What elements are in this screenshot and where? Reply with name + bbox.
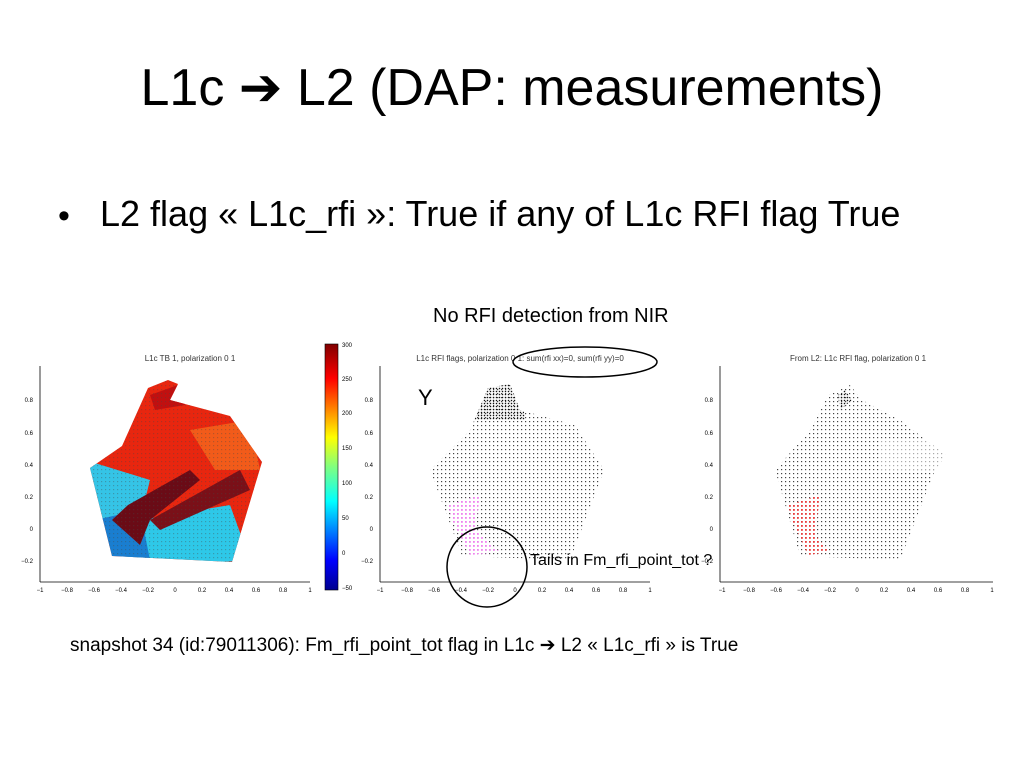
panel-l2-rfi-flag: From L2: L1c RFI flag, polarization 0 1 …	[701, 354, 994, 594]
y-tick-labels: 0.8 0.6 0.4 0.2 0 −0.2	[21, 398, 34, 565]
y-tick-label: 0.8	[365, 398, 374, 404]
x-tick-label: −0.6	[770, 588, 783, 594]
x-tick-label: 0	[855, 588, 859, 594]
slide-title: L1c ➔ L2 (DAP: measurements)	[140, 59, 884, 117]
x-tick-label: −0.8	[61, 588, 74, 594]
panel-title: From L2: L1c RFI flag, polarization 0 1	[790, 354, 927, 363]
x-tick-label: 0.6	[252, 588, 261, 594]
colorbar-tick: 200	[342, 411, 353, 417]
x-tick-label: 0.8	[279, 588, 288, 594]
annotation-y: Y	[418, 385, 433, 410]
x-tick-label: 0.4	[225, 588, 234, 594]
x-tick-label: −0.8	[743, 588, 756, 594]
y-tick-label: 0.2	[365, 495, 374, 501]
x-tick-label: 0.2	[880, 588, 889, 594]
x-tick-label: 0	[173, 588, 177, 594]
colorbar-tick: 0	[342, 551, 346, 557]
x-tick-label: −1	[719, 588, 727, 594]
x-tick-label: −0.2	[142, 588, 155, 594]
l2-flag-map	[775, 385, 946, 560]
y-tick-label: 0.8	[705, 398, 714, 404]
x-tick-label: −0.6	[428, 588, 441, 594]
x-tick-labels: −1 −0.8 −0.6 −0.4 −0.2 0 0.2 0.4 0.6 0.8…	[37, 588, 313, 594]
colorbar-tick: 300	[342, 343, 353, 349]
x-tick-label: −0.8	[401, 588, 414, 594]
panel-title: L1c RFI flags, polarization 0 1: sum(rfi…	[416, 354, 624, 363]
x-tick-label: 1	[648, 588, 652, 594]
annotation-ellipse-rfi-sum	[512, 346, 658, 378]
x-tick-label: 0	[513, 588, 517, 594]
annotation-tails: Tails in Fm_rfi_point_tot ?	[530, 552, 713, 569]
y-tick-labels: 0.8 0.6 0.4 0.2 0 −0.2	[701, 398, 714, 565]
y-tick-label: −0.2	[21, 559, 34, 565]
colorbar-tick: 50	[342, 516, 349, 522]
colorbar-tick: 150	[342, 446, 353, 452]
y-tick-label: 0.8	[25, 398, 34, 404]
x-tick-label: −0.2	[824, 588, 837, 594]
y-tick-label: 0	[710, 527, 714, 533]
x-tick-label: 1	[308, 588, 312, 594]
y-tick-label: 0.4	[705, 463, 714, 469]
colorbar: 300 250 200 150 100 50 0 −50	[324, 343, 353, 592]
x-tick-label: 0.2	[538, 588, 547, 594]
rfi-flag-map	[430, 384, 604, 560]
x-tick-labels: −1 −0.8 −0.6 −0.4 −0.2 0 0.2 0.4 0.6 0.8…	[719, 588, 995, 594]
x-tick-label: −0.6	[88, 588, 101, 594]
bullet-dot-icon: •	[58, 197, 70, 235]
x-tick-label: 0.6	[592, 588, 601, 594]
snapshot-caption: snapshot 34 (id:79011306): Fm_rfi_point_…	[70, 635, 739, 656]
x-tick-label: 0.4	[907, 588, 916, 594]
bullet-text: L2 flag « L1c_rfi »: True if any of L1c …	[100, 193, 901, 234]
y-tick-label: 0.2	[25, 495, 34, 501]
panel-tb-map: L1c TB 1, polarization 0 1 0.8 0.6 0.4 0…	[21, 354, 312, 594]
x-tick-label: 0.6	[934, 588, 943, 594]
x-tick-labels: −1 −0.8 −0.6 −0.4 −0.2 0 0.2 0.4 0.6 0.8…	[377, 588, 653, 594]
x-tick-label: −0.4	[115, 588, 128, 594]
y-tick-label: 0.6	[25, 431, 34, 437]
colorbar-tick: 250	[342, 377, 353, 383]
x-tick-label: −0.2	[482, 588, 495, 594]
x-tick-label: −1	[377, 588, 385, 594]
y-tick-labels: 0.8 0.6 0.4 0.2 0 −0.2	[361, 398, 374, 565]
y-tick-label: 0	[30, 527, 34, 533]
tb-map-shape	[90, 380, 262, 562]
x-tick-label: 0.8	[619, 588, 628, 594]
y-tick-label: 0.4	[25, 463, 34, 469]
y-tick-label: 0.4	[365, 463, 374, 469]
x-tick-label: 0.4	[565, 588, 574, 594]
y-tick-label: 0.6	[365, 431, 374, 437]
y-tick-label: −0.2	[361, 559, 374, 565]
colorbar-tick: 100	[342, 481, 353, 487]
x-tick-label: −0.4	[797, 588, 810, 594]
x-tick-label: −1	[37, 588, 45, 594]
y-tick-label: 0.6	[705, 431, 714, 437]
x-tick-label: 1	[990, 588, 994, 594]
y-tick-label: 0.2	[705, 495, 714, 501]
x-tick-label: −0.4	[455, 588, 468, 594]
panel-title: L1c TB 1, polarization 0 1	[145, 354, 236, 363]
x-tick-label: 0.8	[961, 588, 970, 594]
colorbar-tick: −50	[342, 586, 353, 592]
y-tick-label: 0	[370, 527, 374, 533]
annotation-circle-tails	[446, 526, 528, 608]
annotation-no-rfi-nir: No RFI detection from NIR	[433, 305, 669, 327]
y-tick-label: −0.2	[701, 559, 714, 565]
x-tick-label: 0.2	[198, 588, 207, 594]
